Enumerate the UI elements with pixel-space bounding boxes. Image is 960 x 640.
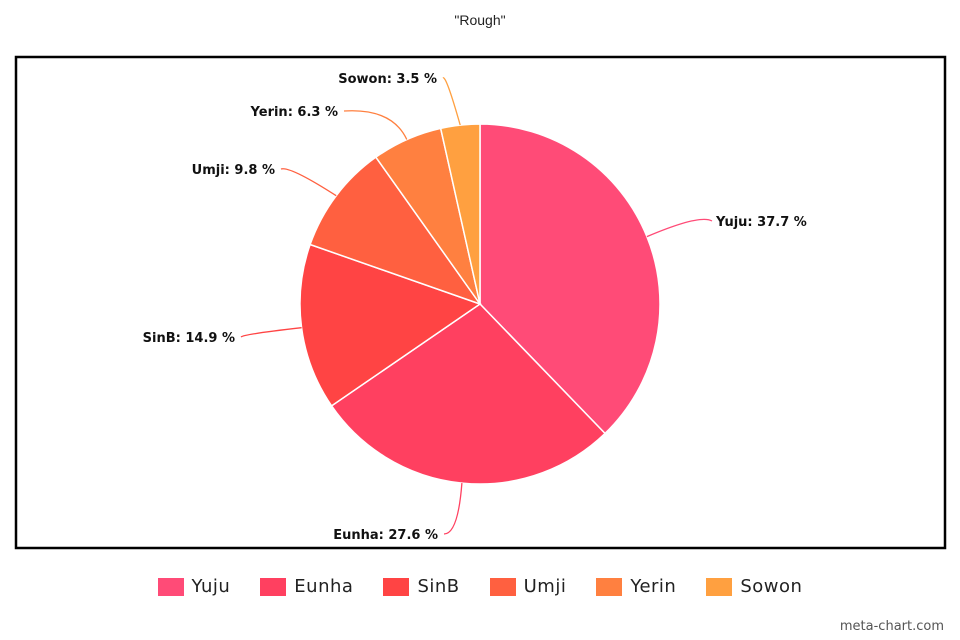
data-label-umji: Umji: 9.8 % [192, 163, 275, 178]
leader-line-umji [280, 168, 337, 197]
legend-swatch [706, 577, 733, 596]
legend-swatch [260, 577, 287, 596]
leader-line-yuju [646, 218, 713, 238]
legend-label: Yerin [630, 576, 677, 597]
data-label-sinb: SinB: 14.9 % [143, 331, 235, 346]
data-label-yuju: Yuju: 37.7 % [715, 215, 807, 230]
pie-slice-umji[interactable] [309, 156, 482, 306]
legend-swatch [596, 577, 623, 596]
leader-line-sowon [442, 77, 461, 126]
legend-label: Sowon [740, 576, 803, 597]
leader-line-yerin [343, 110, 408, 140]
pie-slice-yuju[interactable] [479, 123, 661, 435]
data-label-eunha: Eunha: 27.6 % [333, 528, 438, 543]
legend-item-umji[interactable]: Umji [489, 576, 567, 597]
legend-label: Umji [523, 576, 567, 597]
legend-item-eunha[interactable]: Eunha [260, 576, 353, 597]
pie-slice-eunha[interactable] [330, 303, 607, 485]
legend-label: Yuju [191, 576, 231, 597]
legend-item-sowon[interactable]: Sowon [706, 576, 802, 597]
data-label-yerin: Yerin: 6.3 % [250, 105, 338, 120]
legend-item-yerin[interactable]: Yerin [596, 576, 676, 597]
plot-frame [14, 55, 947, 550]
leader-line-eunha [443, 483, 463, 535]
legend: Yuju Eunha SinB Umji Yerin Sowon [0, 576, 960, 597]
legend-swatch [383, 577, 410, 596]
legend-swatch [489, 577, 516, 596]
legend-label: Eunha [294, 576, 354, 597]
chart-title: "Rough" [454, 12, 506, 28]
leader-line-sinb [240, 327, 302, 338]
legend-item-yuju[interactable]: Yuju [157, 576, 231, 597]
legend-item-sinb[interactable]: SinB [383, 576, 459, 597]
legend-label: SinB [417, 576, 460, 597]
watermark: meta-chart.com [839, 619, 944, 634]
data-label-sowon: Sowon: 3.5 % [338, 72, 437, 87]
legend-swatch [157, 577, 184, 596]
